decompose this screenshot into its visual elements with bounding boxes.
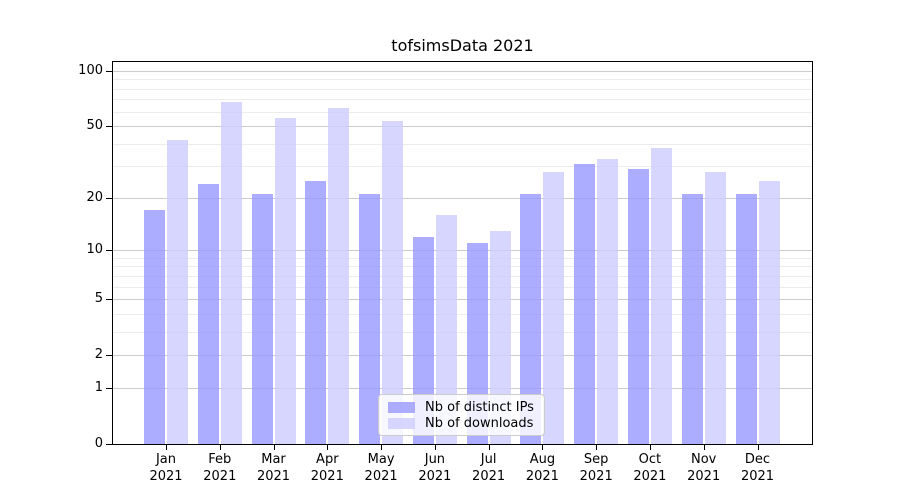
y-tick: [106, 387, 113, 389]
bar-distinct-ips: [359, 194, 381, 444]
x-tick-label: Nov 2021: [687, 452, 721, 484]
gridline-minor: [113, 257, 812, 259]
bar-downloads: [543, 171, 565, 444]
x-tick-label: Jun 2021: [418, 452, 452, 484]
bar-downloads: [274, 118, 296, 444]
gridline-minor: [113, 275, 812, 277]
y-tick-label: 0: [94, 436, 103, 451]
gridline-minor: [113, 166, 812, 168]
bar-distinct-ips: [144, 210, 165, 444]
x-tick-label: Apr 2021: [310, 452, 344, 484]
bar-distinct-ips: [251, 194, 273, 444]
gridline-major: [113, 250, 812, 251]
x-tick: [434, 445, 436, 450]
legend-label: Nb of distinct IPs: [425, 399, 534, 415]
x-tick-label: May 2021: [364, 452, 398, 484]
gridline-major: [113, 299, 812, 301]
bar-downloads: [758, 180, 780, 444]
gridline-minor: [113, 286, 812, 288]
y-tick: [106, 70, 113, 72]
bar-distinct-ips: [735, 194, 757, 444]
y-tick: [106, 126, 113, 127]
legend-label: Nb of downloads: [425, 415, 534, 431]
y-tick: [106, 299, 113, 301]
y-tick-label: 20: [86, 189, 103, 205]
gridline-minor: [113, 266, 812, 268]
plot-area: Nb of distinct IPs Nb of downloads: [112, 61, 813, 445]
bar-downloads: [382, 121, 404, 444]
y-tick-label: 5: [94, 291, 103, 307]
bar-downloads: [435, 214, 457, 444]
x-tick: [649, 445, 651, 450]
bar-downloads: [650, 147, 672, 444]
bar-distinct-ips: [412, 236, 434, 444]
y-tick-label: 10: [86, 242, 103, 257]
bar-distinct-ips: [520, 194, 542, 444]
gridline-minor: [113, 313, 812, 315]
gridline-major: [113, 70, 812, 72]
x-tick-label: Dec 2021: [740, 452, 775, 484]
bar-distinct-ips: [681, 194, 703, 444]
y-tick: [106, 444, 113, 445]
gridline-minor: [113, 111, 812, 113]
bar-distinct-ips: [574, 163, 596, 444]
x-tick-label: Aug 2021: [525, 452, 559, 484]
bar-distinct-ips: [305, 180, 327, 444]
x-tick: [703, 445, 705, 450]
x-tick: [757, 445, 759, 450]
bar-downloads: [704, 171, 726, 444]
y-tick-label: 100: [78, 62, 103, 78]
gridline-major: [113, 126, 812, 127]
gridline-minor: [113, 331, 812, 333]
y-tick: [106, 250, 113, 251]
x-tick: [381, 445, 383, 450]
y-tick-label: 50: [86, 118, 103, 133]
x-tick-label: Jul 2021: [472, 452, 506, 484]
gridline-major: [113, 197, 812, 199]
x-tick: [542, 445, 544, 450]
x-tick: [166, 445, 167, 450]
x-tick: [596, 445, 598, 450]
y-tick: [106, 355, 113, 357]
gridline-minor: [113, 99, 812, 101]
legend-swatch-distinct-ips: [388, 401, 415, 413]
legend-item: Nb of distinct IPs: [388, 399, 535, 415]
bar-downloads: [328, 107, 350, 444]
x-tick-label: Oct 2021: [633, 452, 667, 484]
bar-downloads: [597, 158, 619, 444]
bar-downloads: [489, 230, 511, 444]
y-tick-label: 2: [94, 347, 103, 363]
x-tick: [327, 445, 329, 450]
x-tick-label: Mar 2021: [256, 452, 291, 484]
bar-distinct-ips: [197, 183, 219, 444]
bar-downloads: [167, 139, 188, 444]
bar-distinct-ips: [627, 168, 649, 444]
y-tick-label: 1: [94, 379, 103, 395]
x-tick-label: Sep 2021: [579, 452, 613, 484]
x-tick-label: Feb 2021: [203, 452, 237, 484]
x-tick: [273, 445, 275, 450]
y-tick: [106, 197, 113, 199]
gridline-major: [113, 387, 812, 389]
legend-item: Nb of downloads: [388, 415, 535, 431]
bar-distinct-ips: [466, 243, 488, 444]
bar-downloads: [220, 101, 242, 444]
legend-swatch-downloads: [388, 417, 415, 429]
x-tick: [219, 445, 221, 450]
x-tick: [488, 445, 490, 450]
gridline-minor: [113, 79, 812, 81]
gridline-major: [113, 355, 812, 357]
gridline-minor: [113, 143, 812, 145]
chart-title: tofsimsData 2021: [391, 36, 534, 55]
legend: Nb of distinct IPs Nb of downloads: [378, 394, 545, 436]
gridline-minor: [113, 88, 812, 90]
x-tick-label: Jan 2021: [149, 452, 183, 484]
